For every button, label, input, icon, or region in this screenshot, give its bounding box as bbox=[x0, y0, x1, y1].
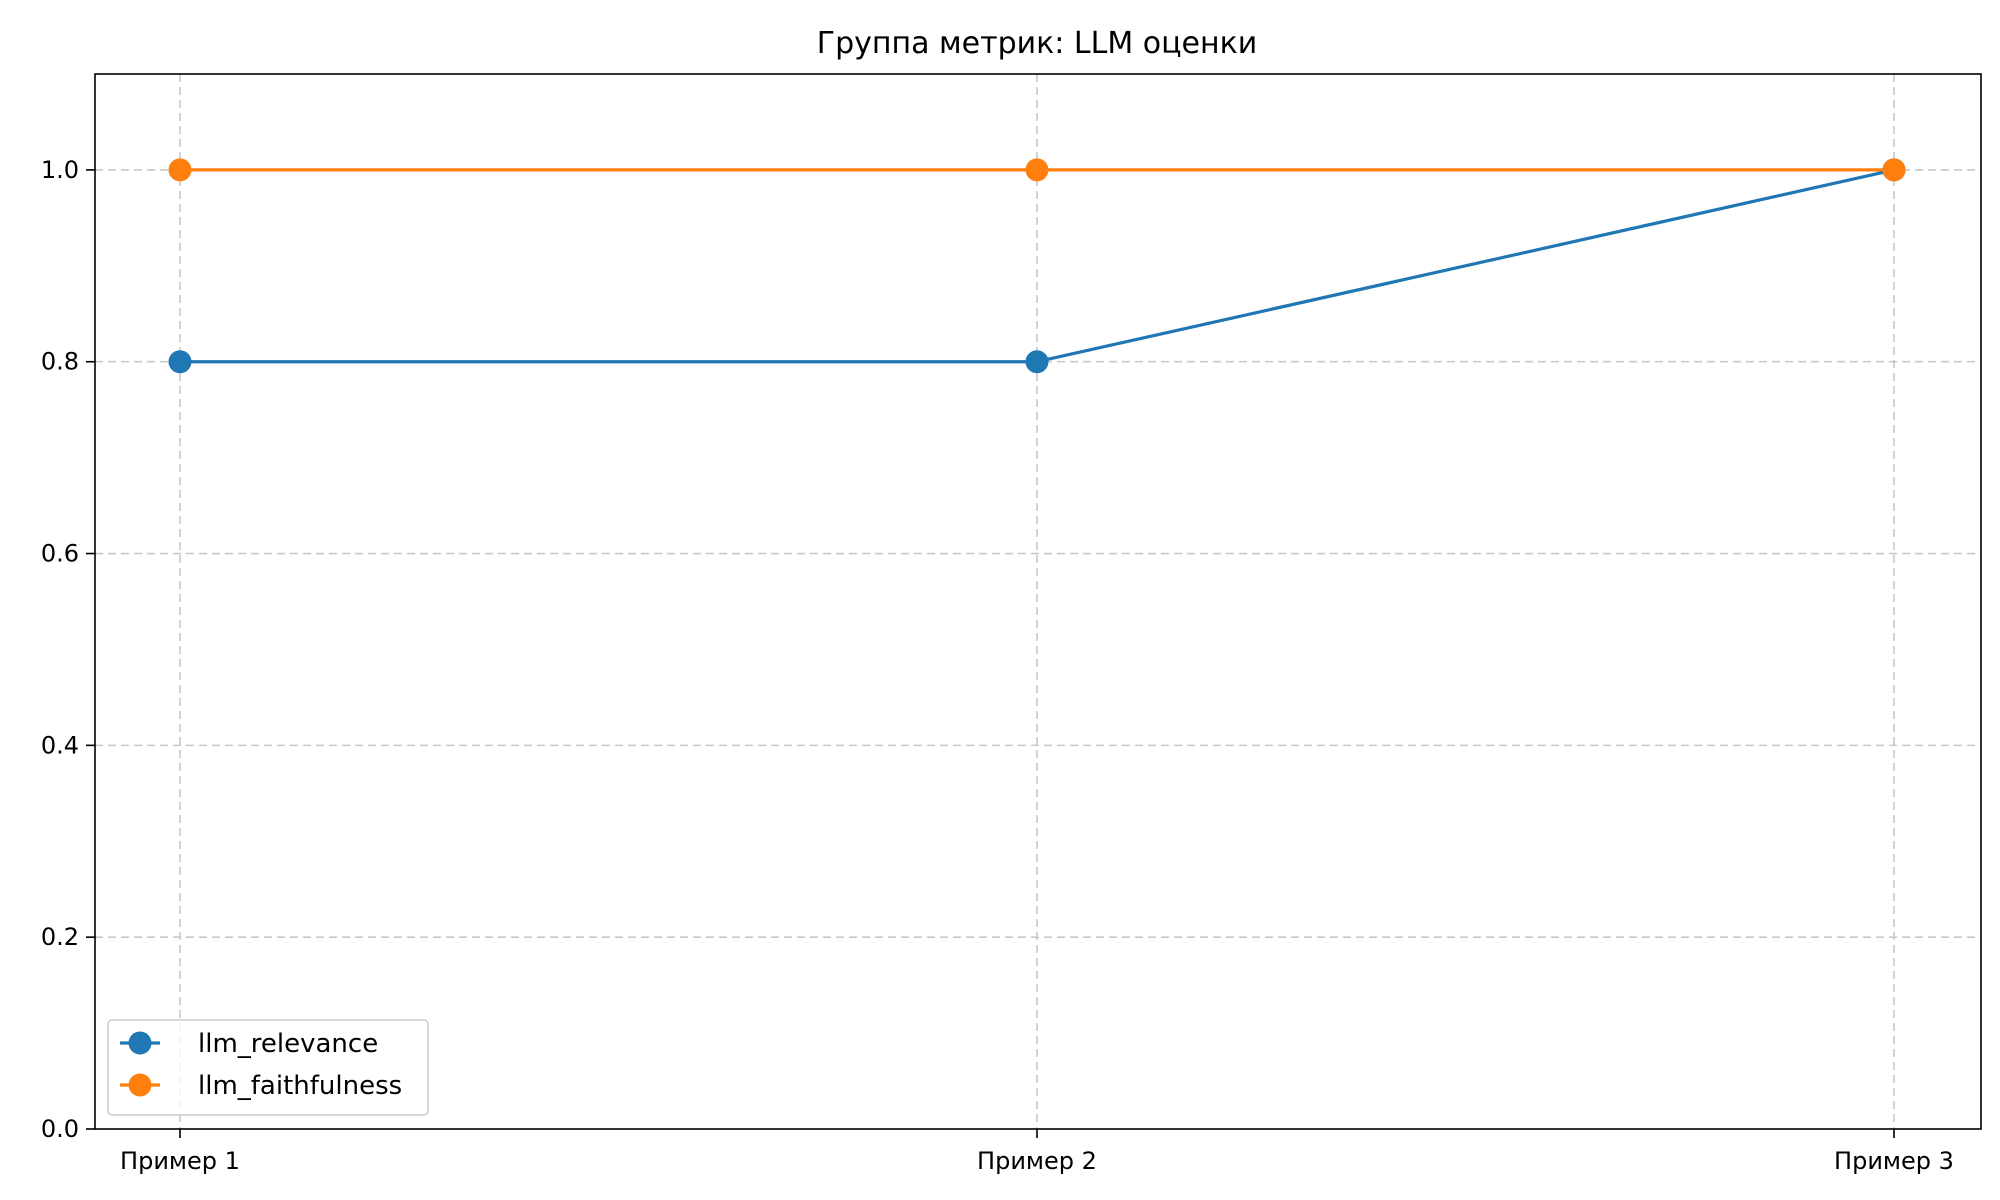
legend-entry: llm_relevance bbox=[120, 1029, 378, 1059]
x-axis: Пример 1 Пример 2 Пример 3 bbox=[120, 1129, 1954, 1175]
x-tick-label: Пример 2 bbox=[977, 1147, 1097, 1175]
data-point-llm_relevance bbox=[168, 350, 192, 374]
x-tick-label: Пример 1 bbox=[120, 1147, 240, 1175]
legend-label: llm_relevance bbox=[198, 1029, 378, 1059]
legend-entry: llm_faithfulness bbox=[120, 1071, 402, 1101]
y-tick-label: 0.0 bbox=[41, 1115, 79, 1143]
y-tick-label: 0.2 bbox=[41, 923, 79, 951]
y-tick-label: 1.0 bbox=[41, 156, 79, 184]
legend-marker bbox=[128, 1073, 152, 1097]
legend-box bbox=[107, 1019, 429, 1116]
data-point-llm_faithfulness bbox=[1025, 158, 1049, 182]
y-tick-label: 0.8 bbox=[41, 348, 79, 376]
data-point-llm_relevance bbox=[1025, 350, 1049, 374]
chart-title: Группа метрик: LLM оценки bbox=[817, 26, 1257, 61]
legend-marker bbox=[128, 1031, 152, 1055]
y-tick-label: 0.4 bbox=[41, 731, 79, 759]
x-tick-label: Пример 3 bbox=[1834, 1147, 1954, 1175]
data-point-llm_faithfulness bbox=[168, 158, 192, 182]
y-tick-label: 0.6 bbox=[41, 540, 79, 568]
y-axis: 0.0 0.2 0.4 0.6 0.8 1.0 bbox=[41, 156, 95, 1143]
legend-label: llm_faithfulness bbox=[198, 1071, 402, 1101]
data-point-llm_faithfulness bbox=[1882, 158, 1906, 182]
legend: llm_relevance llm_faithfulness bbox=[107, 1019, 429, 1116]
plot-frame bbox=[94, 73, 1982, 1130]
series-points bbox=[168, 158, 1906, 374]
